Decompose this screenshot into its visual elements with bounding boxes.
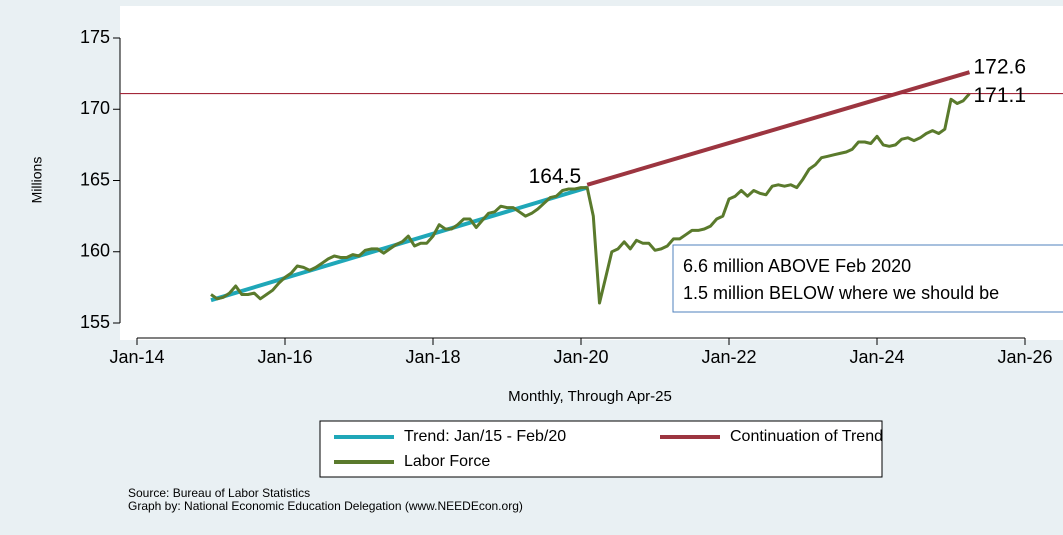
source: Source: Bureau of Labor Statistics — [128, 486, 310, 500]
x-axis-label: Monthly, Through Apr-25 — [508, 388, 672, 405]
x-tick-label: Jan-20 — [553, 347, 608, 367]
legend-label: Continuation of Trend — [730, 428, 883, 445]
x-tick-label: Jan-22 — [701, 347, 756, 367]
series-line — [210, 92, 971, 305]
y-axis-label: Millions — [29, 157, 45, 204]
y-tick-label: 170 — [80, 98, 110, 118]
legend-label: Trend: Jan/15 - Feb/20 — [404, 428, 566, 445]
x-tick-label: Jan-14 — [109, 347, 164, 367]
source: Graph by: National Economic Education De… — [128, 499, 523, 513]
x-tick-label: Jan-16 — [257, 347, 312, 367]
data-label: 171.1 — [974, 84, 1027, 107]
legend — [319, 420, 883, 478]
data-label: 172.6 — [974, 56, 1027, 79]
legend-label: Labor Force — [404, 453, 490, 470]
annotation: 1.5 million BELOW where we should be — [683, 283, 999, 303]
y-tick-label: 160 — [80, 241, 110, 261]
data-label: 164.5 — [529, 165, 582, 188]
annotation: 6.6 million ABOVE Feb 2020 — [683, 256, 911, 276]
y-tick-label: 155 — [80, 312, 110, 332]
x-tick-label: Jan-24 — [849, 347, 904, 367]
series-line — [586, 70, 971, 187]
y-tick-label: 175 — [80, 27, 110, 47]
y-tick-label: 165 — [80, 169, 110, 189]
annotation-box — [672, 244, 1063, 313]
x-tick-label: Jan-26 — [997, 347, 1052, 367]
x-tick-label: Jan-18 — [405, 347, 460, 367]
